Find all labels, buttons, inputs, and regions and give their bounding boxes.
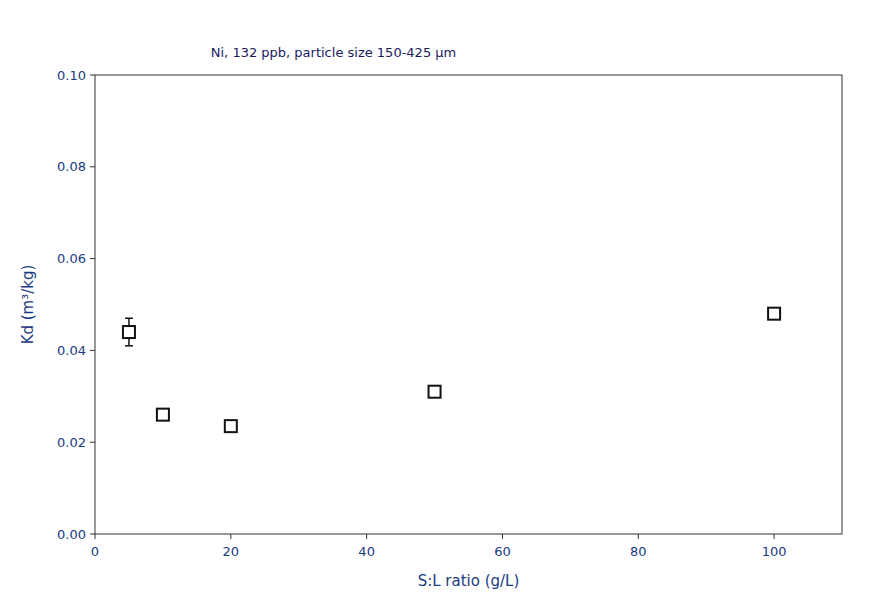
x-axis-label: S:L ratio (g/L) <box>418 572 520 590</box>
error-bar-cap <box>125 345 133 347</box>
y-tick <box>90 534 95 535</box>
x-tick-label: 80 <box>630 544 647 559</box>
y-tick <box>90 442 95 443</box>
y-tick <box>90 75 95 76</box>
annotation: Ni, 132 ppb, particle size 150-425 μm <box>211 45 456 60</box>
x-tick <box>95 534 96 539</box>
x-tick <box>502 534 503 539</box>
y-tick-label: 0.10 <box>57 68 86 83</box>
y-tick-label: 0.08 <box>57 159 86 174</box>
data-points <box>123 308 780 432</box>
x-tick <box>230 534 231 539</box>
chart-svg: 0 20 40 60 80 100 0.00 0.02 0.04 0.06 0.08 0.10 S:L … <box>0 0 877 609</box>
y-tick <box>90 166 95 167</box>
x-tick <box>774 534 775 539</box>
y-axis-label: Kd (m³/kg) <box>19 265 37 345</box>
x-tick-label: 0 <box>91 544 99 559</box>
error-bar-cap <box>125 318 133 320</box>
y-tick <box>90 350 95 351</box>
y-tick-label: 0.06 <box>57 251 86 266</box>
chart-container: 0 20 40 60 80 100 0.00 0.02 0.04 0.06 0.08 0.10 S:L … <box>0 0 877 609</box>
point <box>225 420 237 432</box>
x-tick-label: 40 <box>358 544 375 559</box>
x-tick-label: 60 <box>494 544 511 559</box>
plot-frame <box>95 75 842 534</box>
point <box>429 386 441 398</box>
y-tick-label: 0.00 <box>57 527 86 542</box>
x-tick-label: 100 <box>762 544 787 559</box>
point <box>157 409 169 421</box>
point <box>123 326 135 338</box>
x-axis: 0 20 40 60 80 100 <box>91 534 787 559</box>
background <box>0 0 877 609</box>
y-axis: 0.00 0.02 0.04 0.06 0.08 0.10 <box>57 68 95 542</box>
x-tick <box>366 534 367 539</box>
x-tick-label: 20 <box>223 544 240 559</box>
y-tick-label: 0.04 <box>57 343 86 358</box>
x-tick <box>638 534 639 539</box>
y-tick <box>90 258 95 259</box>
point <box>768 308 780 320</box>
y-tick-label: 0.02 <box>57 435 86 450</box>
